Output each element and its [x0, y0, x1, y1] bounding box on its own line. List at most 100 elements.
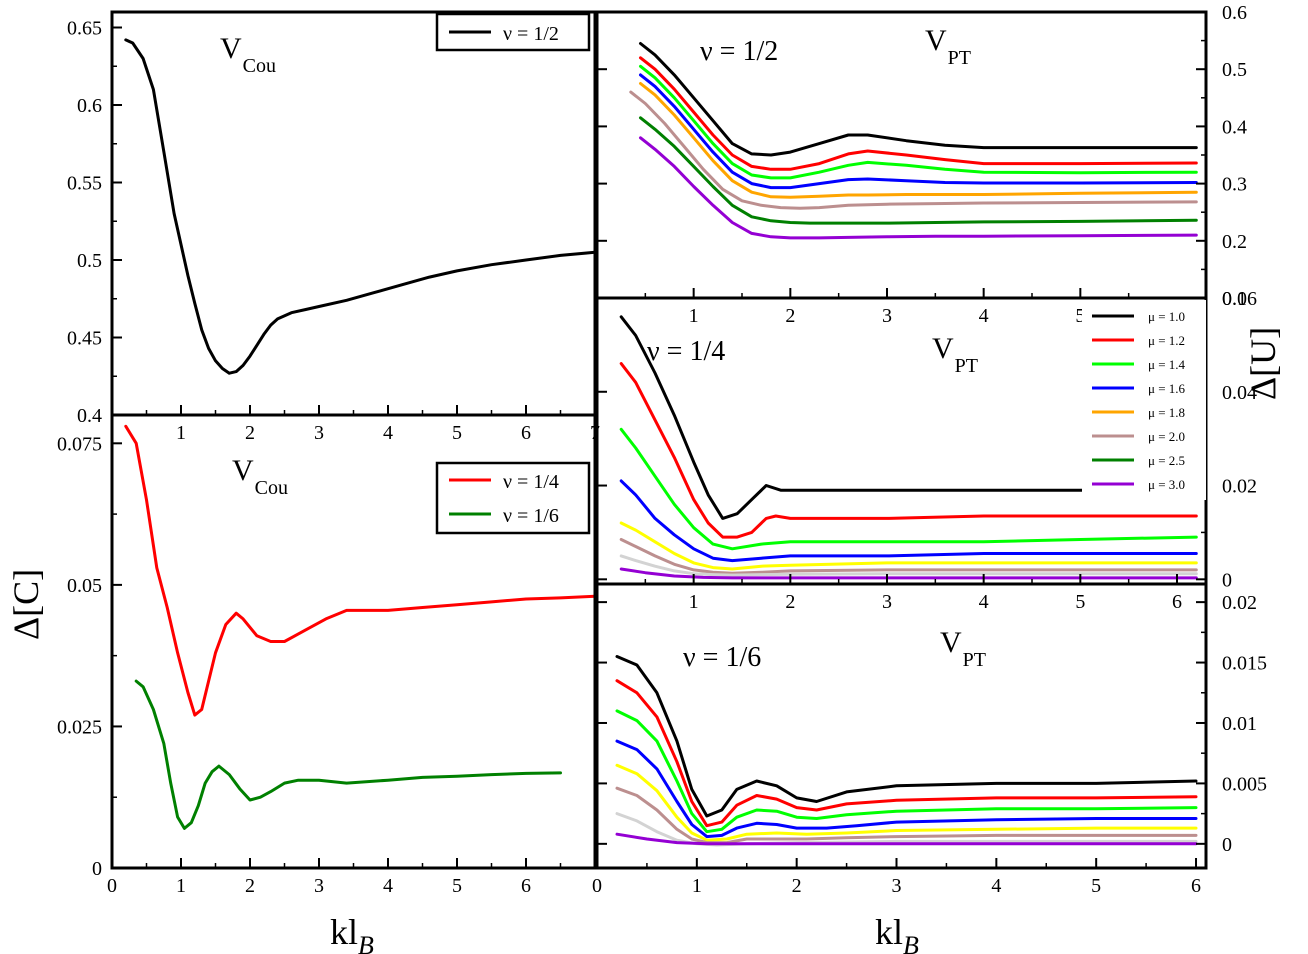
x-axis-label-left: klB	[330, 912, 374, 954]
panel-title-vpt: VPT	[925, 24, 971, 69]
series-line--2-5	[619, 554, 1198, 577]
legend-mu-label: μ = 1.2	[1148, 333, 1185, 348]
legend-box-nu-half: ν = 1/2	[435, 12, 591, 52]
panel-pt-nu-half: 1 2 3 4 5 0.1 0.2 0.3 0.4 0.5 0.6 ν = 1/2 VPT	[595, 2, 1247, 327]
series-line--2-5	[639, 116, 1198, 225]
y-tick-label: 0.4	[1222, 116, 1247, 138]
series-line--1-0	[615, 655, 1198, 818]
y-tick-label: 0.6	[77, 95, 102, 117]
nu-label-half: ν = 1/2	[700, 36, 778, 67]
y-tick-label: 0.005	[1222, 773, 1267, 795]
panel-title-vcou: VCou	[220, 32, 276, 77]
y-tick-label: 0.1	[1222, 288, 1247, 310]
x-tick-label: 2	[785, 591, 795, 613]
legend-mu-background	[1082, 300, 1206, 500]
y-tick-label: 0.65	[67, 18, 102, 40]
legend-label-nu-sixth: ν = 1/6	[503, 505, 559, 527]
x-tick-label: 5	[1075, 591, 1085, 613]
series-line--1-4	[639, 64, 1198, 180]
y-tick-label: 0.015	[1222, 653, 1267, 675]
series-line--3-0	[639, 136, 1198, 240]
legend-frame	[435, 461, 591, 535]
legend-frame	[435, 12, 591, 52]
series-line--1-4	[124, 424, 595, 717]
x-tick-label: 2	[792, 875, 802, 897]
legend-label-nu-half: ν = 1/2	[503, 23, 559, 45]
x-tick-label: 4	[991, 875, 1001, 897]
x-tick-label: 5	[1075, 305, 1085, 327]
y-tick-label: 0.06	[1222, 288, 1257, 310]
y-tick-label: 0.04	[1222, 382, 1257, 404]
x-tick-label: 1	[689, 591, 699, 613]
x-tick-label: 0	[107, 875, 117, 897]
x-tick-label: 2	[785, 305, 795, 327]
y-axis-label-right: Δ[U]	[1243, 327, 1283, 400]
series-line--1-4	[619, 427, 1198, 551]
series-line--3-0	[619, 567, 1198, 580]
series-line--1-8	[615, 763, 1198, 842]
legend-mu-label: μ = 1.8	[1148, 405, 1185, 420]
x-tick-label: 3	[892, 875, 902, 897]
series-line--1-2	[639, 56, 1198, 171]
y-tick-label: 0.5	[77, 250, 102, 272]
series-line--2-0	[615, 786, 1198, 845]
legend-mu-label: μ = 1.4	[1148, 357, 1186, 372]
series-line--3-0	[615, 832, 1198, 846]
series-line--1-8	[619, 521, 1198, 571]
panel-title-vpt: VPT	[940, 626, 986, 671]
y-tick-label: 0.5	[1222, 59, 1247, 81]
nu-label-quarter: ν = 1/4	[647, 336, 725, 367]
legend-mu-label: μ = 1.6	[1148, 381, 1186, 396]
series-line--1-2	[619, 362, 1198, 539]
x-tick-label: 4	[979, 305, 989, 327]
nu-label-sixth: ν = 1/6	[683, 642, 761, 673]
x-tick-label: 6	[521, 422, 531, 444]
series-line--1-2	[615, 679, 1198, 828]
panel-pt-nu-quarter: 1 2 3 4 5 600.020.040.06 ν = 1/4 VPT	[595, 288, 1257, 613]
y-tick-label: 0.02	[1222, 592, 1257, 614]
panel-frame	[595, 582, 1208, 870]
series-line--1-6	[639, 73, 1198, 190]
y-tick-label: 0.4	[77, 405, 102, 427]
y-tick-label: 0.075	[57, 433, 102, 455]
series-line--2-0	[619, 538, 1198, 575]
legend-mu-label: μ = 1.0	[1148, 309, 1185, 324]
series-line--1-6	[619, 479, 1198, 563]
panel-frame	[110, 10, 597, 417]
x-tick-label: 6	[1191, 875, 1201, 897]
legend-mu: μ = 1.0 μ = 1.2 μ = 1.4 μ = 1.6 μ = 1.8 μ = 2…	[1082, 300, 1206, 500]
x-tick-label: 2	[245, 422, 255, 444]
x-tick-label: 3	[314, 422, 324, 444]
y-tick-label: 0	[92, 858, 102, 880]
y-tick-label: 0.02	[1222, 476, 1257, 498]
series-line--1-8	[639, 82, 1198, 199]
x-tick-label: 3	[882, 591, 892, 613]
series-line--1-4	[615, 709, 1198, 834]
x-tick-label: 1	[692, 875, 702, 897]
x-tick-label: 6	[1172, 591, 1182, 613]
legend-mu-label: μ = 3.0	[1148, 477, 1185, 492]
y-tick-label: 0.05	[67, 575, 102, 597]
y-tick-label: 0	[1222, 569, 1232, 591]
panel-title-vpt: VPT	[932, 332, 978, 377]
x-tick-label: 3	[882, 305, 892, 327]
y-axis-label-left: Δ[C]	[6, 569, 46, 640]
panel-title-vcou: VCou	[232, 454, 288, 499]
x-tick-label: 5	[1091, 875, 1101, 897]
series-line--1-6	[615, 739, 1198, 839]
y-tick-label: 0.45	[67, 328, 102, 350]
legend-box-nu-quarter-sixth: ν = 1/4 ν = 1/6	[435, 461, 591, 535]
series-line--1-0	[639, 42, 1198, 157]
y-tick-label: 0.025	[57, 716, 102, 738]
x-tick-label: 4	[383, 875, 393, 897]
x-tick-label: 4	[383, 422, 393, 444]
x-tick-label: 1	[176, 422, 186, 444]
y-tick-label: 0.2	[1222, 231, 1247, 253]
series-line--1-0	[619, 315, 1198, 520]
legend-mu-label: μ = 2.0	[1148, 429, 1185, 444]
x-tick-label: 4	[979, 591, 989, 613]
series-line--1-6	[134, 679, 562, 830]
y-tick-label: 0.55	[67, 173, 102, 195]
